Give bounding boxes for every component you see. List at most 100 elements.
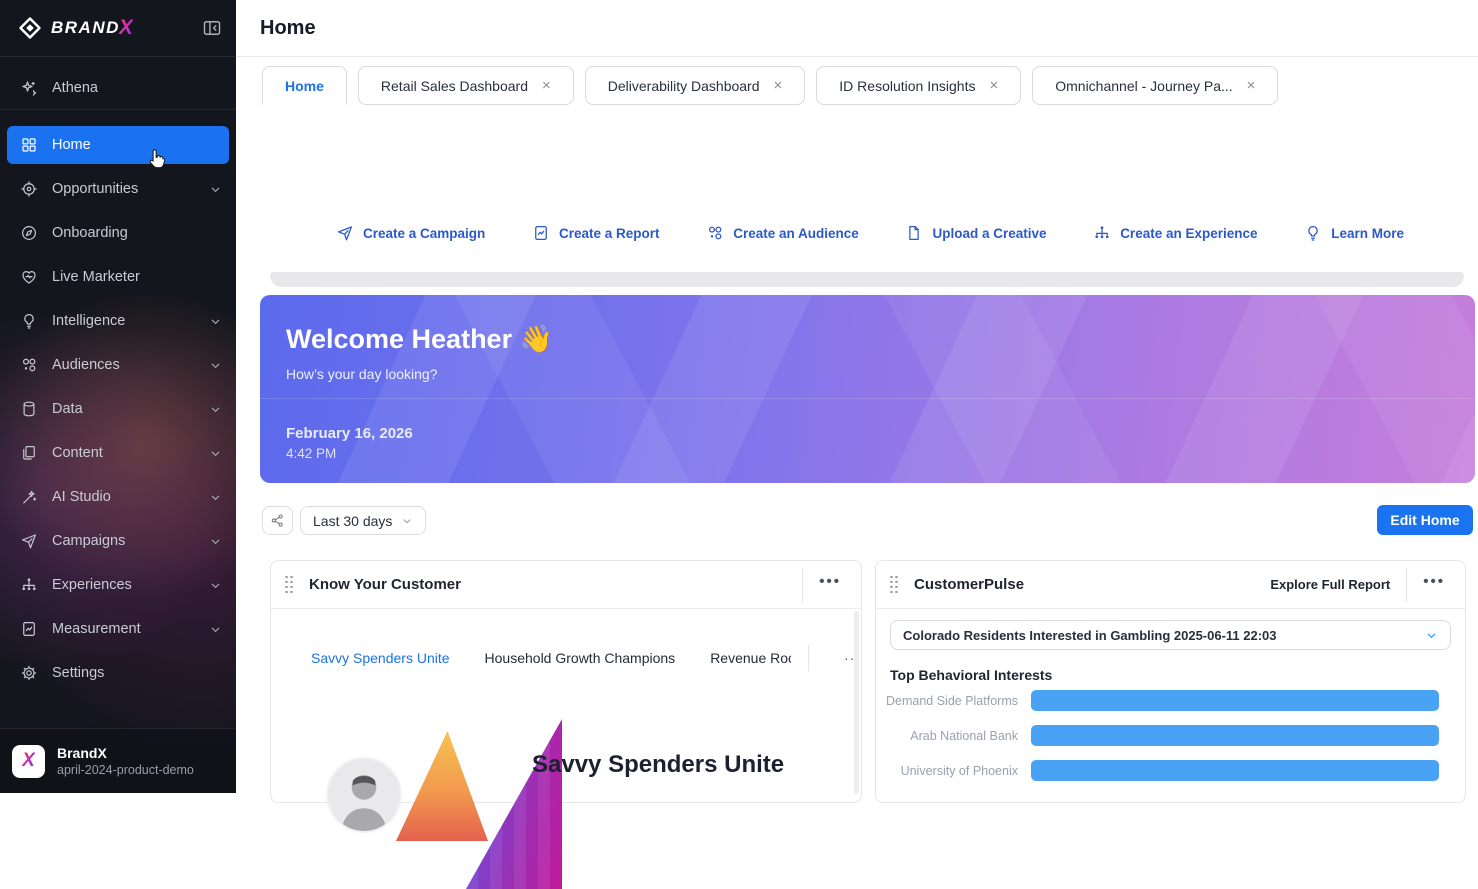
bar-row: Demand Side Platforms (876, 690, 1439, 711)
welcome-title: Welcome Heather 👋 (286, 323, 553, 355)
upload-creative-link[interactable]: Upload a Creative (905, 224, 1046, 242)
segment-title: Savvy Spenders Unite (532, 751, 784, 779)
file-icon (905, 224, 923, 242)
workspace-footer[interactable]: X BrandX april-2024-product-demo (0, 728, 236, 793)
tab-omnichannel-journey[interactable]: Omnichannel - Journey Pa... × (1032, 66, 1278, 105)
segment-tab-household-growth[interactable]: Household Growth Champions (485, 650, 676, 666)
page-header: Home (236, 0, 1478, 57)
bar-university-of-phoenix[interactable] (1031, 760, 1439, 781)
sidebar-item-audiences[interactable]: Audiences (0, 343, 236, 387)
action-label: Learn More (1331, 226, 1404, 241)
sidebar-item-measurement[interactable]: Measurement (0, 607, 236, 651)
sidebar-item-settings[interactable]: Settings (0, 651, 236, 695)
bar-row: Arab National Bank (876, 725, 1439, 746)
lightbulb-icon (1304, 224, 1322, 242)
sidebar-item-label: Onboarding (52, 225, 128, 241)
heart-pulse-icon (20, 268, 38, 286)
chevron-down-icon (209, 403, 222, 416)
sidebar-item-athena[interactable]: Athena (0, 66, 236, 110)
page-title: Home (260, 17, 316, 40)
sidebar-item-label: Data (52, 401, 83, 417)
create-campaign-link[interactable]: Create a Campaign (336, 224, 485, 242)
sidebar-item-onboarding[interactable]: Onboarding (0, 211, 236, 255)
action-label: Create a Campaign (363, 226, 485, 241)
segment-tab-revenue-rocks[interactable]: Revenue Rocks (710, 650, 791, 666)
share-button[interactable] (262, 506, 293, 535)
date-range-dropdown[interactable]: Last 30 days (300, 506, 426, 535)
orange-triangle-shape (396, 731, 488, 841)
sidebar-item-content[interactable]: Content (0, 431, 236, 475)
sidebar-item-home[interactable]: Home (7, 126, 229, 164)
carousel-card-edge (270, 272, 1464, 287)
create-experience-link[interactable]: Create an Experience (1093, 224, 1257, 242)
tab-home[interactable]: Home (262, 66, 347, 105)
sidebar-collapse-icon[interactable] (202, 18, 222, 38)
tab-bar: Home Retail Sales Dashboard × Deliverabi… (236, 57, 1478, 105)
bar-row: University of Phoenix (876, 760, 1439, 781)
sidebar-item-intelligence[interactable]: Intelligence (0, 299, 236, 343)
sidebar-item-ai-studio[interactable]: AI Studio (0, 475, 236, 519)
sidebar-item-label: Intelligence (52, 313, 125, 329)
report-select-value: Colorado Residents Interested in Gamblin… (903, 628, 1417, 643)
tab-retail-sales-dashboard[interactable]: Retail Sales Dashboard × (358, 66, 574, 105)
learn-more-link[interactable]: Learn More (1304, 224, 1404, 242)
bar-label: Arab National Bank (876, 729, 1031, 743)
lightbulb-icon (20, 312, 38, 330)
bar-demand-side-platforms[interactable] (1031, 690, 1439, 711)
create-report-link[interactable]: Create a Report (532, 224, 660, 242)
tab-label: Home (285, 78, 324, 94)
purple-triangle-shape (466, 719, 562, 889)
sidebar-item-label: Measurement (52, 621, 141, 637)
close-icon[interactable]: × (989, 78, 998, 93)
sidebar-item-data[interactable]: Data (0, 387, 236, 431)
avatar (326, 757, 402, 833)
explore-full-report-link[interactable]: Explore Full Report (1270, 577, 1390, 592)
compass-icon (20, 224, 38, 242)
edit-home-button[interactable]: Edit Home (1377, 505, 1473, 535)
bar-arab-national-bank[interactable] (1031, 725, 1439, 746)
sidebar-item-experiences[interactable]: Experiences (0, 563, 236, 607)
sidebar-item-label: Live Marketer (52, 269, 140, 285)
brand-x-letter: X (119, 16, 133, 40)
widget-menu-button[interactable]: ••• (803, 573, 847, 596)
widget-header: Know Your Customer ••• (271, 561, 861, 609)
sidebar-item-label: Experiences (52, 577, 132, 593)
report-chart-icon (532, 224, 550, 242)
tab-deliverability-dashboard[interactable]: Deliverability Dashboard × (585, 66, 806, 105)
sidebar-item-label: Audiences (52, 357, 120, 373)
segment-tab-savvy-spenders[interactable]: Savvy Spenders Unite (311, 650, 450, 666)
sidebar-item-label: AI Studio (52, 489, 111, 505)
close-icon[interactable]: × (774, 78, 783, 93)
drag-handle[interactable] (890, 576, 898, 594)
quick-actions-row: Create a Campaign Create a Report Create… (336, 224, 1404, 242)
tab-id-resolution-insights[interactable]: ID Resolution Insights × (816, 66, 1021, 105)
workspace-logo: X (12, 745, 45, 778)
section-title: Top Behavioral Interests (890, 667, 1465, 683)
drag-handle[interactable] (285, 576, 293, 594)
action-label: Upload a Creative (932, 226, 1046, 241)
report-select-dropdown[interactable]: Colorado Residents Interested in Gamblin… (890, 620, 1451, 650)
action-label: Create a Report (559, 226, 660, 241)
scrollbar[interactable] (854, 611, 859, 794)
widget-header: CustomerPulse Explore Full Report ••• (876, 561, 1465, 609)
close-icon[interactable]: × (1247, 78, 1256, 93)
create-audience-link[interactable]: Create an Audience (706, 224, 859, 242)
sidebar-item-opportunities[interactable]: Opportunities (0, 167, 236, 211)
audience-circles-icon (706, 224, 724, 242)
widget-menu-button[interactable]: ••• (1407, 573, 1451, 596)
close-icon[interactable]: × (542, 78, 551, 93)
report-chart-icon (20, 620, 38, 638)
widget-title: Know Your Customer (309, 576, 461, 593)
sidebar-item-label: Settings (52, 665, 104, 681)
sidebar-item-live-marketer[interactable]: Live Marketer (0, 255, 236, 299)
sidebar-item-campaigns[interactable]: Campaigns (0, 519, 236, 563)
sidebar-item-label: Home (52, 137, 91, 153)
chevron-down-icon (209, 491, 222, 504)
sparkles-icon (20, 79, 38, 97)
hierarchy-icon (20, 576, 38, 594)
gear-icon (20, 664, 38, 682)
workspace-name: BrandX (57, 745, 194, 763)
dashboard-grid-icon (20, 136, 38, 154)
